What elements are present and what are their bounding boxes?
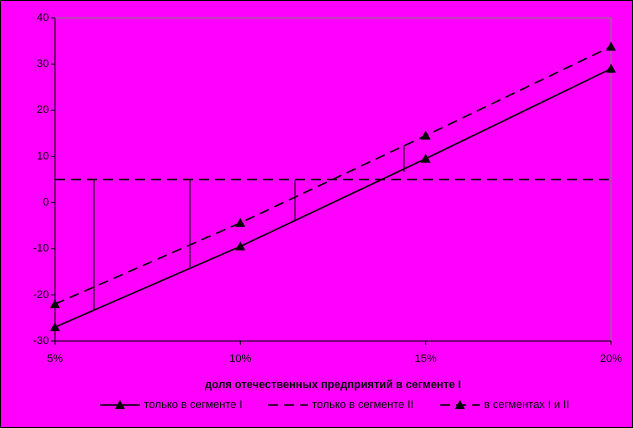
y-tick-label: -20 <box>33 289 49 301</box>
y-tick-label: 10 <box>37 150 49 162</box>
x-axis-title: доля отечественных предприятий в сегмент… <box>205 379 461 391</box>
y-tick-label: -30 <box>33 335 49 347</box>
y-tick-label: 30 <box>37 58 49 70</box>
y-tick-label: 40 <box>37 12 49 24</box>
y-tick-label: 0 <box>43 196 49 208</box>
x-tick-label: 10% <box>229 353 251 365</box>
point-marker <box>606 41 616 51</box>
point-marker <box>50 299 60 309</box>
legend-label: в сегментах I и II <box>484 399 569 411</box>
series-line <box>54 45 612 305</box>
x-tick-label: 15% <box>415 353 437 365</box>
y-tick-label: 20 <box>37 104 49 116</box>
point-marker <box>235 241 246 251</box>
series-line <box>54 68 612 328</box>
x-tick-label: 20% <box>600 353 622 365</box>
legend-marker <box>115 400 125 409</box>
legend-label: только в сегменте I <box>144 399 242 411</box>
point-marker <box>420 130 431 140</box>
point-marker <box>50 322 60 332</box>
x-tick-label: 5% <box>47 353 63 365</box>
y-tick-label: -10 <box>33 243 49 255</box>
point-marker <box>235 217 246 227</box>
drop-lines <box>93 145 405 311</box>
point-marker <box>420 153 431 163</box>
legend-label: только в сегменте II <box>312 399 414 411</box>
point-marker <box>606 63 616 73</box>
legend-marker <box>455 400 465 409</box>
